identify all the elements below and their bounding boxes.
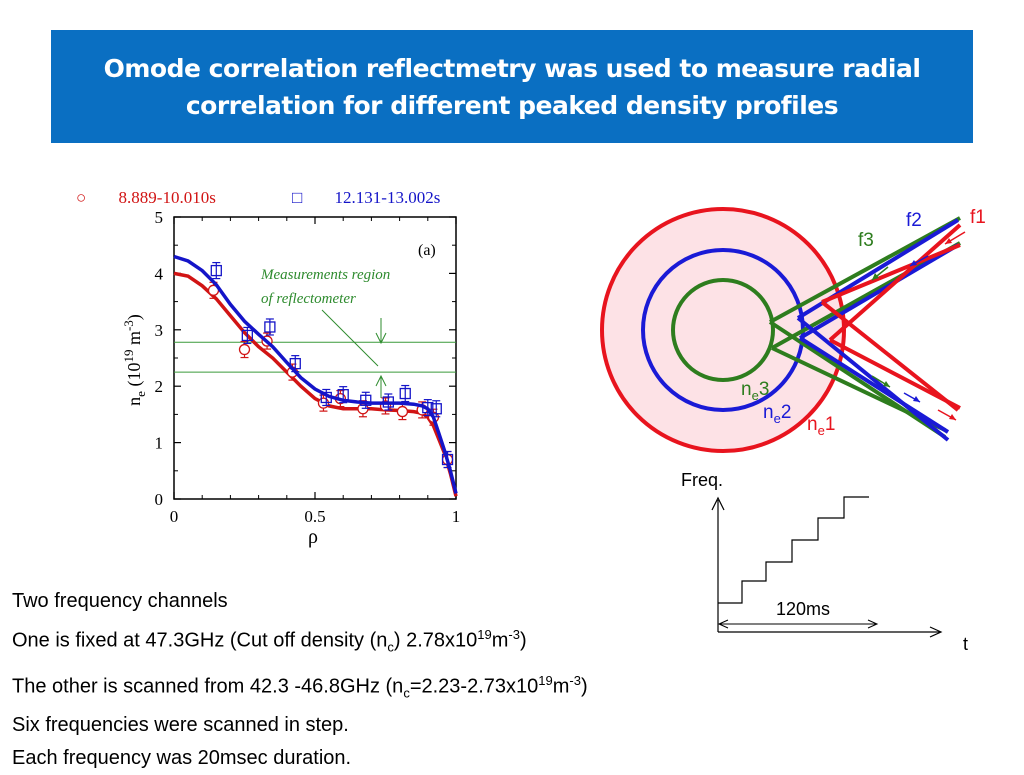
axis-ticks: 0 1 2 3 4 5 0 0.5 1	[155, 208, 461, 526]
y-axis-label: ne (1019 m-3)	[121, 314, 148, 406]
arrowhead-up-icon	[375, 374, 387, 387]
freq-axis-arrowhead-icon	[711, 496, 725, 511]
title-line-2: correlation for different peaked density…	[185, 90, 839, 120]
time-axis-label: t	[963, 634, 968, 654]
duration-label: 120ms	[776, 599, 830, 619]
label-ne1: ne1	[807, 414, 835, 438]
data-point-circle	[238, 343, 251, 356]
y-tick-label: 5	[155, 208, 164, 227]
y-tick-label: 0	[155, 490, 164, 509]
y-tick-label: 1	[155, 434, 164, 453]
legend-label-1: 8.889-10.010s	[118, 188, 216, 207]
y-tick-label: 3	[155, 321, 164, 340]
series-layer	[173, 254, 458, 497]
data-point-square	[430, 403, 442, 415]
time-axis-arrowhead-icon	[929, 626, 943, 638]
frequency-staircase	[718, 496, 869, 604]
beam-lines	[768, 216, 962, 442]
legend-series-1: ○ 8.889-10.010s	[76, 188, 216, 208]
data-point-square	[360, 394, 372, 406]
data-point-square	[422, 401, 434, 414]
body-line-2: One is fixed at 47.3GHz (Cut off density…	[12, 627, 527, 655]
y-tick-label: 2	[155, 377, 164, 396]
annotation-line-1: Measurements region	[260, 267, 390, 283]
direction-arrows	[871, 231, 966, 421]
data-point-square	[399, 387, 411, 400]
reference-lines	[174, 341, 456, 373]
span-left-arrowhead-icon	[717, 619, 729, 629]
square-marker-icon: □	[292, 188, 303, 207]
x-tick-label: 0.5	[304, 507, 325, 526]
body-line-5: Each frequency was 20msec duration.	[12, 747, 352, 770]
x-tick-label: 0	[170, 507, 179, 526]
x-tick-label: 1	[452, 507, 461, 526]
data-point-square	[337, 389, 349, 401]
title-banner: Omode correlation reflectmetry was used …	[51, 30, 973, 143]
label-f1: f1	[970, 207, 986, 228]
y-tick-label: 4	[155, 264, 164, 283]
annotation-pointer	[321, 309, 379, 367]
circle-marker-icon: ○	[76, 188, 87, 207]
panel-label: (a)	[418, 242, 436, 259]
annotation-line-2: of reflectometer	[261, 291, 356, 307]
x-axis-label: ρ	[308, 526, 318, 548]
data-point-square	[382, 396, 394, 408]
legend-series-2: □ 12.131-13.002s	[292, 188, 440, 208]
data-point-square	[320, 391, 332, 404]
body-line-1: Two frequency channels	[12, 590, 228, 612]
data-point-square	[210, 264, 222, 277]
description-text: Two frequency channels One is fixed at 4…	[12, 585, 588, 775]
title-line-1: Omode correlation reflectmetry was used …	[103, 53, 921, 83]
span-right-arrowhead-icon	[867, 619, 879, 629]
data-point-square	[264, 321, 276, 333]
data-point-square	[241, 329, 253, 342]
arrowhead-down-icon	[375, 332, 387, 345]
data-point-circle	[396, 405, 409, 418]
label-ne3: ne3	[741, 379, 769, 403]
density-circle-ne3	[671, 278, 775, 382]
freq-axis-label: Freq.	[681, 470, 723, 490]
data-point-square	[289, 357, 301, 370]
data-point-square	[441, 453, 454, 466]
label-f3: f3	[858, 230, 874, 251]
body-line-3: The other is scanned from 42.3 -46.8GHz …	[12, 672, 588, 701]
label-f2: f2	[906, 210, 922, 231]
label-ne2: ne2	[763, 402, 791, 426]
body-line-4: Six frequencies were scanned in step.	[12, 714, 349, 737]
legend-label-2: 12.131-13.002s	[334, 188, 441, 207]
